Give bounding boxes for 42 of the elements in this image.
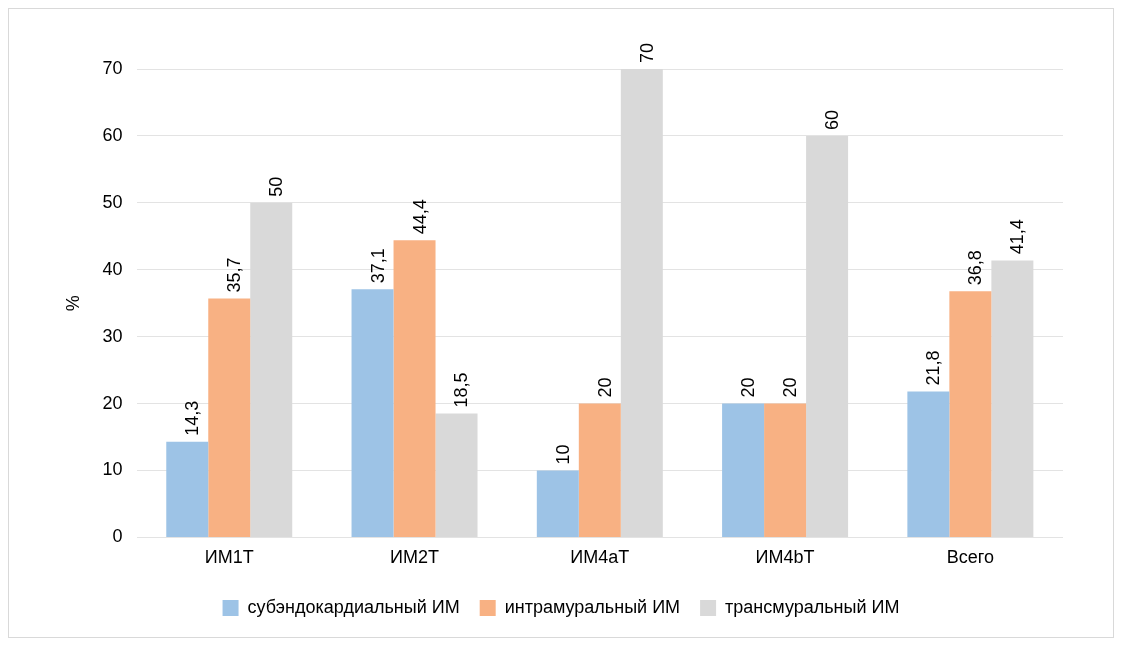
x-tick-label: ИМ2Т: [390, 547, 440, 568]
y-tick-label: 70: [102, 57, 123, 78]
data-label: 37,1: [367, 248, 388, 284]
y-tick-label: 10: [102, 459, 123, 480]
data-label: 60: [822, 109, 843, 130]
bar: [907, 391, 950, 537]
bar: [578, 403, 621, 537]
y-tick-label: 30: [102, 325, 123, 346]
y-tick-label: 0: [112, 526, 123, 547]
data-label: 10: [552, 444, 573, 465]
y-tick-label: 50: [102, 191, 123, 212]
bar: [536, 470, 579, 537]
data-label: 50: [266, 176, 287, 197]
bar: [722, 403, 765, 537]
y-axis-title: %: [62, 295, 83, 312]
x-tick-label: ИМ4bТ: [755, 547, 815, 568]
bar: [393, 240, 436, 537]
legend-label: интрамуральный ИМ: [504, 596, 681, 617]
data-label: 36,8: [965, 250, 986, 286]
data-label: 20: [594, 377, 615, 398]
data-label: 44,4: [409, 199, 430, 235]
bar: [764, 403, 807, 537]
x-tick-label: ИМ4аТ: [570, 547, 630, 568]
bar: [351, 289, 394, 537]
x-tick-label: ИМ1Т: [204, 547, 254, 568]
data-label: 18,5: [451, 372, 472, 408]
x-tick-label: Всего: [946, 547, 994, 568]
data-label: 35,7: [224, 257, 245, 293]
legend-label: трансмуральный ИМ: [725, 596, 900, 617]
y-tick-label: 60: [102, 124, 123, 145]
bar: [949, 291, 992, 537]
data-label: 20: [738, 377, 759, 398]
data-label: 21,8: [923, 350, 944, 386]
y-tick-label: 40: [102, 258, 123, 279]
bar: [208, 298, 251, 537]
data-label: 14,3: [182, 400, 203, 436]
data-label: 41,4: [1007, 219, 1028, 255]
data-label: 70: [636, 42, 657, 63]
bar: [166, 441, 209, 537]
y-tick-label: 20: [102, 392, 123, 413]
data-label: 20: [780, 377, 801, 398]
legend-label: субэндокардиальный ИМ: [247, 596, 460, 617]
